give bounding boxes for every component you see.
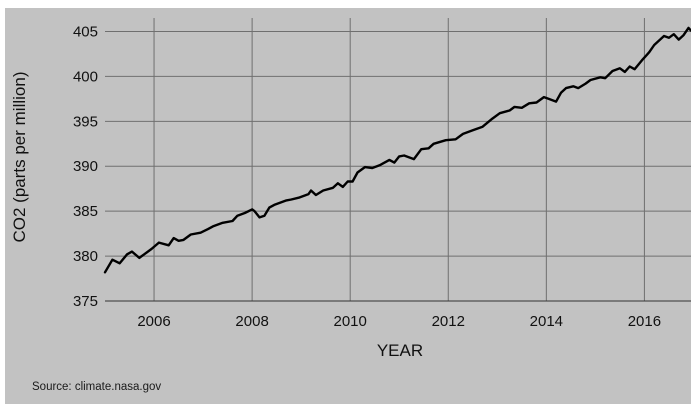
x-axis-title: YEAR [377,341,423,360]
chart-frame: 375 380 385 390 395 400 405 2006 2008 2010 2012 20… [5,8,691,404]
y-tick-label: 395 [73,113,98,130]
y-tick-label: 400 [73,68,98,85]
y-axis-title: CO2 (parts per million) [10,72,29,243]
co2-series-line [103,26,691,274]
horizontal-gridlines [105,30,691,302]
x-tick-label: 2006 [137,313,170,330]
y-tick-label: 380 [73,248,98,265]
y-tick-labels: 375 380 385 390 395 400 405 [73,23,98,310]
source-credit: Source: climate.nasa.gov [32,381,161,393]
y-tick-label: 385 [73,203,98,220]
x-tick-labels: 2006 2008 2010 2012 2014 2016 [137,313,661,330]
x-tick-label: 2008 [235,313,268,330]
x-tick-label: 2012 [432,313,465,330]
y-tick-label: 375 [73,293,98,310]
vertical-gridlines [153,18,645,301]
x-tick-label: 2016 [628,313,661,330]
y-tick-label: 390 [73,158,98,175]
x-tick-label: 2010 [334,313,367,330]
y-tick-label: 405 [73,23,98,40]
x-tick-label: 2014 [530,313,563,330]
